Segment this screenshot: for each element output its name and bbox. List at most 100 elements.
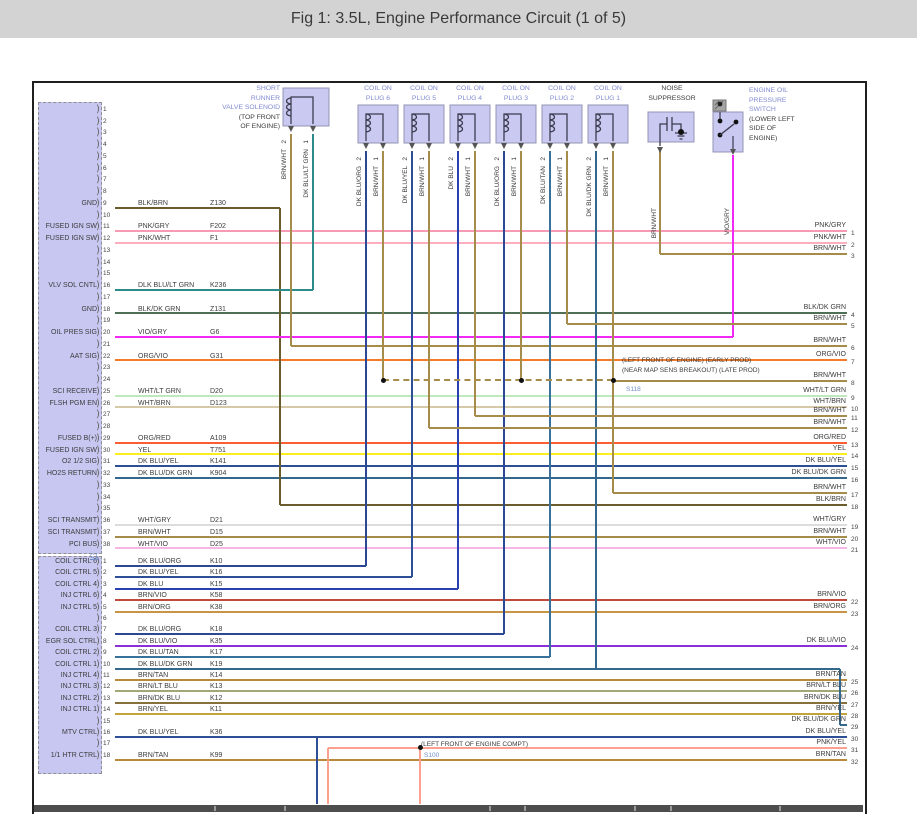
wire-color-label: DK BLU/DK GRN bbox=[138, 470, 193, 477]
wire-brn-yel bbox=[115, 713, 847, 715]
connector1-block bbox=[38, 102, 102, 554]
wire-color-label: BRN/VIO bbox=[138, 592, 167, 599]
noise-suppressor-label: NOISE SUPPRESSOR bbox=[648, 85, 696, 102]
wire-color-label: DK BLU/YEL bbox=[138, 569, 179, 576]
coil-on-plug-box bbox=[357, 104, 399, 157]
exit-wire-label: BRN/DK BLU bbox=[803, 694, 846, 701]
pin-bracket: ) bbox=[96, 221, 100, 232]
connector-pin-label: INJ CTRL 5 bbox=[60, 604, 97, 611]
pin-number: 13 bbox=[103, 695, 111, 702]
coil-label-line2: PLUG 4 bbox=[457, 94, 483, 102]
wire-dk-blu-yel bbox=[115, 736, 847, 738]
exit-wire-label: BRN/WHT bbox=[813, 528, 846, 535]
pin-number: 5 bbox=[103, 604, 107, 611]
pin-bracket: ) bbox=[96, 624, 100, 635]
pin-bracket: ) bbox=[96, 716, 100, 727]
circuit-label: K15 bbox=[210, 581, 223, 588]
wire-brn-wht bbox=[382, 151, 384, 381]
coil-on-plug-label: COIL ON PLUG 5 bbox=[404, 84, 444, 103]
wire-dk-blu-dk-grn bbox=[839, 669, 841, 725]
wire-yel bbox=[115, 453, 847, 455]
pin-number: 34 bbox=[103, 494, 111, 501]
wire-blk-brn bbox=[279, 208, 281, 505]
wire-dk-blu-yel bbox=[115, 576, 412, 578]
vertical-wire-label: BRN/WHT 1 bbox=[511, 157, 518, 197]
wire-color-label: BRN/ORG bbox=[138, 604, 171, 611]
coil-on-plug-label: COIL ON PLUG 3 bbox=[496, 84, 536, 103]
pin-number: 26 bbox=[103, 400, 111, 407]
pin-bracket: ) bbox=[96, 456, 100, 467]
wire-dlk-blu-lt-grn bbox=[312, 134, 314, 290]
pin-bracket: ) bbox=[96, 492, 100, 503]
exit-pin-number: 2 bbox=[851, 242, 855, 249]
pin-number: 5 bbox=[103, 153, 107, 160]
wire-color-label: DK BLU/YEL bbox=[138, 458, 179, 465]
cutoff-next-section-strip bbox=[34, 805, 863, 812]
pin-number: 17 bbox=[103, 740, 111, 747]
wire-color-label: PNK/WHT bbox=[138, 235, 171, 242]
exit-wire-label: BLK/BRN bbox=[816, 496, 846, 503]
connector-pin-label: FLSH PGM EN bbox=[49, 400, 97, 407]
pin-number: 24 bbox=[103, 376, 111, 383]
wire-dk-blu bbox=[457, 151, 459, 589]
pin-bracket: ) bbox=[96, 127, 100, 138]
wire-color-label: DK BLU bbox=[138, 581, 164, 588]
pin-bracket: ) bbox=[96, 515, 100, 526]
wire-brn-wht bbox=[660, 253, 847, 255]
wire-dk-blu-yel bbox=[411, 151, 413, 577]
exit-wire-label: YEL bbox=[832, 445, 846, 452]
connector-pin-label: O2 1/2 SIG bbox=[61, 458, 97, 465]
circuit-label: K12 bbox=[210, 695, 223, 702]
circuit-label: K99 bbox=[210, 752, 223, 759]
exit-wire-label: BRN/WHT bbox=[813, 407, 846, 414]
pin-bracket: ) bbox=[96, 174, 100, 185]
wire-brn-wht bbox=[567, 323, 847, 325]
circuit-label: Z130 bbox=[210, 200, 226, 207]
wire-dk-blu-tan bbox=[115, 656, 550, 658]
vertical-wire-label: VIO/GRY bbox=[724, 208, 731, 235]
coil-label-line2: PLUG 2 bbox=[549, 94, 575, 102]
noise-suppressor-box bbox=[647, 111, 695, 154]
circuit-label: K904 bbox=[210, 470, 227, 477]
pin-bracket: ) bbox=[96, 104, 100, 115]
wire-pnk-yel bbox=[328, 747, 847, 749]
pin-bracket: ) bbox=[96, 704, 100, 715]
pin-bracket: ) bbox=[96, 233, 100, 244]
pin-number: 33 bbox=[103, 482, 111, 489]
pin-bracket: ) bbox=[96, 210, 100, 221]
vertical-wire-label: BRN/WHT 2 bbox=[281, 140, 288, 180]
pin-number: 7 bbox=[103, 176, 107, 183]
pin-bracket: ) bbox=[96, 636, 100, 647]
wire-color-label: DK BLU/ORG bbox=[138, 558, 182, 565]
exit-wire-label: ORG/RED bbox=[813, 434, 846, 441]
wire-dk-blu-dk-grn bbox=[115, 668, 840, 670]
pin-bracket: ) bbox=[96, 163, 100, 174]
oil-pressure-switch-label: ENGINE OIL PRESSURE SWITCH (LOWER LEFT S… bbox=[749, 87, 795, 142]
wire-brn-wht bbox=[613, 492, 847, 494]
pin-bracket: ) bbox=[96, 421, 100, 432]
vertical-wire-label: DK BLU/TAN 2 bbox=[540, 157, 547, 204]
circuit-label: K14 bbox=[210, 672, 223, 679]
pin-bracket: ) bbox=[96, 433, 100, 444]
pin-bracket: ) bbox=[96, 139, 100, 150]
pin-bracket: ) bbox=[96, 503, 100, 514]
exit-pin-number: 30 bbox=[851, 736, 859, 743]
exit-pin-number: 32 bbox=[851, 759, 859, 766]
wire-color-label: BRN/LT BLU bbox=[138, 683, 178, 690]
exit-pin-number: 13 bbox=[851, 442, 859, 449]
wire-color-label: BLK/BRN bbox=[138, 200, 168, 207]
s118-splice-label: S118 bbox=[626, 386, 641, 393]
pin-bracket: ) bbox=[96, 116, 100, 127]
circuit-label: D20 bbox=[210, 388, 223, 395]
circuit-label: T751 bbox=[210, 447, 226, 454]
pin-bracket: ) bbox=[96, 409, 100, 420]
s100-splice-label: S100 bbox=[424, 752, 440, 759]
wire-dk-blu-org bbox=[115, 633, 504, 635]
wire-brn-wht bbox=[290, 134, 292, 346]
pin-bracket: ) bbox=[96, 280, 100, 291]
pin-bracket: ) bbox=[96, 480, 100, 491]
pin-number: 3 bbox=[103, 581, 107, 588]
coil-label-line1: COIL ON bbox=[502, 85, 530, 92]
connector-pin-label: COIL CTRL 4 bbox=[55, 581, 97, 588]
connector-pin-label: COIL CTRL 6 bbox=[55, 558, 97, 565]
